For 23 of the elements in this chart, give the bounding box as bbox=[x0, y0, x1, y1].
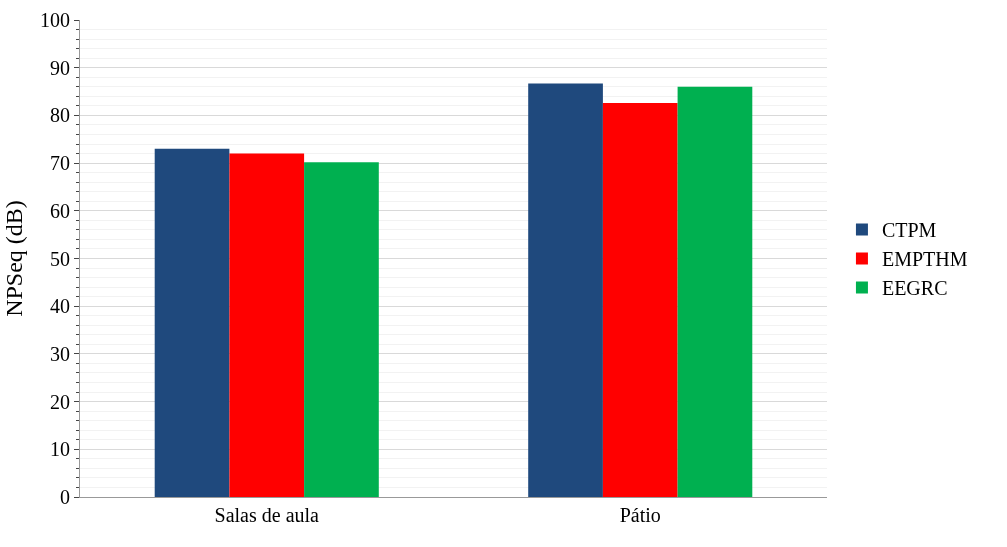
x-tick-label: Pátio bbox=[619, 504, 661, 526]
bar bbox=[229, 153, 305, 497]
bar bbox=[154, 148, 230, 497]
y-tick-label: 30 bbox=[50, 342, 70, 365]
y-tick-label: 100 bbox=[40, 9, 70, 31]
bar bbox=[528, 83, 603, 497]
y-tick-label: 0 bbox=[60, 486, 70, 508]
y-tick-label: 80 bbox=[50, 104, 70, 127]
y-tick-label: 60 bbox=[50, 199, 70, 222]
y-tick-label: 70 bbox=[50, 152, 70, 175]
y-tick-label: 90 bbox=[50, 56, 70, 79]
y-tick-label: 50 bbox=[50, 247, 70, 270]
bar bbox=[304, 162, 379, 497]
y-tick-label: 40 bbox=[50, 295, 70, 318]
legend-label: EMPTHM bbox=[881, 248, 968, 271]
legend-label: EEGRC bbox=[881, 277, 948, 300]
y-axis-title: NPSeq (dB) bbox=[1, 200, 27, 317]
bar bbox=[602, 103, 678, 497]
x-tick-label: Salas de aula bbox=[214, 504, 320, 526]
y-tick-label: 10 bbox=[50, 438, 70, 461]
y-tick-label: 20 bbox=[50, 390, 70, 413]
legend-label: CTPM bbox=[881, 219, 937, 242]
bar bbox=[677, 86, 753, 497]
